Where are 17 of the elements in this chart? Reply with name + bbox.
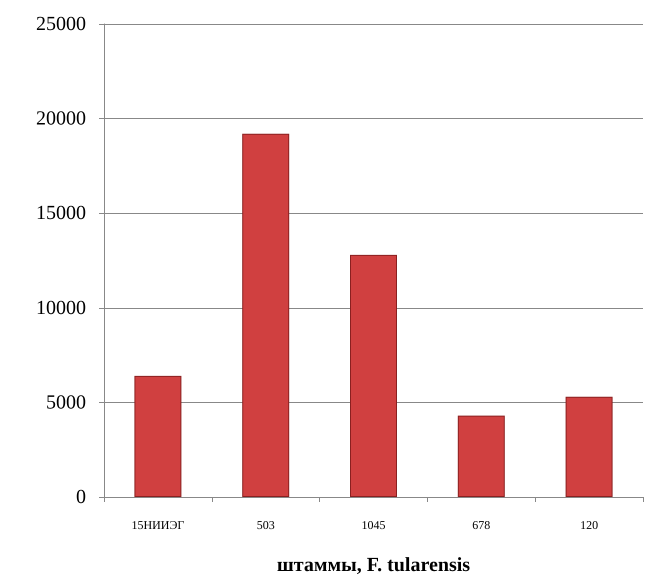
x-axis-title: штаммы, F. tularensis: [276, 554, 470, 576]
y-tick-label: 20000: [36, 108, 86, 130]
bar: [350, 254, 397, 497]
x-tick-label: 503: [256, 518, 275, 532]
bar: [242, 134, 290, 497]
y-tick-label: 10000: [36, 296, 86, 319]
bar: [566, 396, 613, 497]
x-tick-label: 1045: [362, 518, 386, 532]
y-tick-label: 0: [76, 486, 86, 508]
bar: [134, 376, 182, 497]
bar: [458, 416, 505, 497]
x-tick-label: 15НИИЭГ: [131, 518, 184, 532]
y-tick-label: 15000: [36, 202, 86, 224]
x-tick-label: 120: [580, 518, 598, 532]
y-tick-label: 25000: [36, 13, 86, 35]
y-tick-label: 5000: [46, 391, 86, 414]
x-tick-label: 678: [472, 518, 490, 532]
